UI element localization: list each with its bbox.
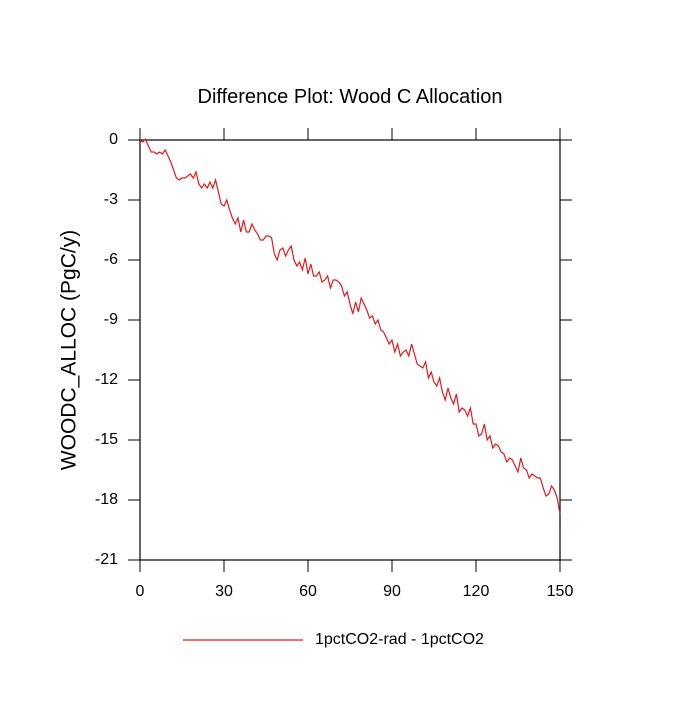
legend-label: 1pctCO2-rad - 1pctCO2 [315,631,484,648]
y-axis-label: WOODC_ALLOC (PgC/y) [58,230,81,470]
y-tick-label: -9 [104,311,118,328]
x-tick-label: 90 [383,583,401,600]
y-tick-label: 0 [109,131,118,148]
x-tick-label: 30 [215,583,233,600]
plot-frame [139,139,561,561]
y-tick-label: -3 [104,191,118,208]
chart-title: Difference Plot: Wood C Allocation [198,86,503,108]
y-tick-label: -12 [95,371,118,388]
y-tick-label: -6 [104,251,118,268]
y-tick-label: -18 [95,491,118,508]
x-tick-label: 150 [547,583,574,600]
x-tick-label: 120 [463,583,490,600]
x-tick-label: 0 [136,583,145,600]
y-tick-label: -15 [95,431,118,448]
x-tick-label: 60 [299,583,317,600]
data-line [139,137,561,515]
y-tick-label: -21 [95,551,118,568]
